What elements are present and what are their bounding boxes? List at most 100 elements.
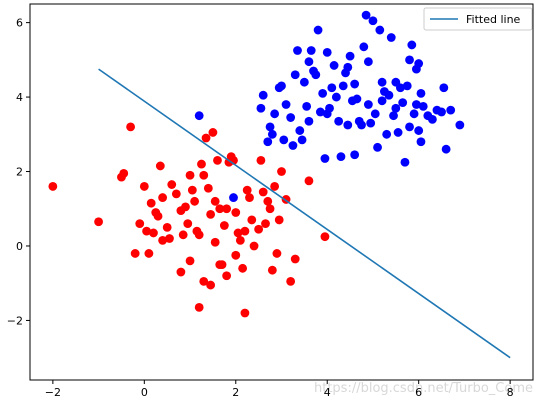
point-series-0-30 — [210, 237, 220, 247]
point-series-0-25 — [199, 170, 209, 180]
point-series-1-69 — [418, 101, 428, 111]
point-series-0-0 — [48, 182, 58, 191]
point-series-0-35 — [222, 204, 232, 214]
point-series-0-50 — [261, 219, 270, 229]
point-series-1-53 — [382, 129, 392, 139]
point-series-0-17 — [181, 202, 190, 212]
point-series-1-42 — [357, 120, 366, 130]
point-series-1-85 — [363, 100, 373, 109]
point-series-0-69 — [231, 250, 241, 260]
point-series-1-87 — [343, 62, 353, 72]
point-series-0-59 — [290, 254, 300, 264]
point-series-1-81 — [350, 150, 360, 160]
legend-label-fitted-line: Fitted line — [466, 13, 521, 26]
point-series-0-32 — [215, 204, 225, 214]
point-series-1-46 — [366, 118, 376, 128]
point-series-0-13 — [162, 222, 172, 232]
watermark: https://blog.csdn.net/Turbo_Come — [314, 381, 533, 396]
point-series-1-2 — [256, 103, 266, 113]
watermark-text: https://blog.csdn.net/Turbo_Come — [314, 381, 533, 396]
point-series-1-24 — [315, 107, 325, 117]
point-series-0-18 — [183, 219, 193, 229]
point-series-0-53 — [267, 265, 277, 275]
point-series-0-26 — [201, 133, 211, 143]
point-series-1-79 — [414, 59, 424, 68]
point-series-0-75 — [210, 196, 220, 206]
point-series-1-55 — [386, 33, 396, 42]
point-series-1-1 — [229, 193, 238, 202]
y-tick-label-0: 0 — [16, 240, 23, 253]
point-series-1-74 — [439, 83, 449, 93]
point-series-1-73 — [437, 107, 446, 117]
point-series-1-18 — [302, 101, 312, 111]
point-series-1-60 — [398, 98, 408, 108]
point-series-0-63 — [185, 256, 195, 266]
point-series-1-58 — [393, 128, 403, 137]
point-series-1-32 — [334, 116, 344, 126]
point-series-1-17 — [299, 77, 309, 87]
point-series-1-10 — [281, 100, 291, 109]
point-series-1-89 — [416, 137, 426, 147]
point-series-1-12 — [288, 141, 298, 150]
point-series-0-71 — [158, 236, 168, 245]
point-series-1-50 — [375, 25, 385, 35]
point-series-1-11 — [286, 113, 296, 122]
point-series-0-9 — [149, 228, 158, 238]
fitted-line — [98, 68, 511, 359]
axes: −2 0 2 4 6 8 −2 0 2 4 6 — [7, 3, 534, 399]
point-series-0-56 — [277, 167, 286, 176]
point-series-0-14 — [167, 180, 177, 189]
point-series-0-61 — [320, 232, 330, 242]
point-series-1-62 — [402, 81, 412, 91]
point-series-0-44 — [242, 185, 252, 195]
point-series-1-15 — [295, 126, 305, 135]
point-series-1-86 — [279, 135, 289, 145]
point-series-0-46 — [249, 241, 259, 251]
point-series-0-21 — [190, 196, 200, 206]
point-series-1-49 — [373, 142, 382, 152]
point-series-1-9 — [277, 81, 286, 91]
point-series-1-67 — [414, 126, 424, 135]
point-series-0-77 — [146, 198, 156, 208]
point-series-0-6 — [135, 219, 145, 229]
point-series-1-37 — [345, 51, 355, 61]
point-series-1-25 — [318, 88, 328, 98]
point-series-1-54 — [384, 90, 394, 100]
point-series-1-61 — [400, 157, 410, 167]
point-series-0-48 — [256, 155, 266, 165]
point-series-0-34 — [219, 221, 229, 230]
point-series-0-52 — [265, 204, 275, 214]
y-tick-label-6: 6 — [16, 17, 23, 30]
point-series-0-28 — [206, 209, 216, 219]
point-series-0-49 — [258, 187, 268, 197]
point-series-0-24 — [197, 159, 206, 169]
point-series-1-47 — [368, 16, 378, 26]
point-series-0-41 — [235, 236, 245, 245]
point-series-1-76 — [446, 105, 456, 115]
point-series-1-48 — [370, 109, 380, 119]
point-series-0-29 — [208, 128, 218, 137]
point-series-1-31 — [331, 92, 341, 102]
point-series-1-56 — [389, 111, 398, 121]
point-series-1-84 — [377, 96, 387, 106]
point-series-0-7 — [139, 182, 149, 191]
point-series-1-45 — [363, 57, 373, 67]
point-series-0-78 — [142, 226, 152, 236]
point-series-1-13 — [290, 70, 300, 80]
x-tick-label--2: −2 — [45, 386, 61, 399]
point-series-1-22 — [311, 70, 321, 80]
plot-area — [30, 4, 533, 380]
point-series-0-72 — [151, 208, 161, 217]
point-series-0-54 — [270, 182, 280, 191]
point-series-1-83 — [304, 116, 314, 126]
point-series-0-55 — [274, 215, 284, 225]
point-series-0-79 — [272, 249, 282, 258]
point-series-1-68 — [416, 88, 426, 98]
y-tick-label-4: 4 — [16, 91, 23, 104]
point-series-1-71 — [428, 115, 437, 124]
point-series-0-74 — [178, 230, 188, 240]
point-series-0-73 — [165, 234, 174, 243]
point-series-1-43 — [359, 42, 369, 52]
point-series-0-12 — [158, 193, 168, 202]
point-series-0-45 — [245, 193, 254, 202]
